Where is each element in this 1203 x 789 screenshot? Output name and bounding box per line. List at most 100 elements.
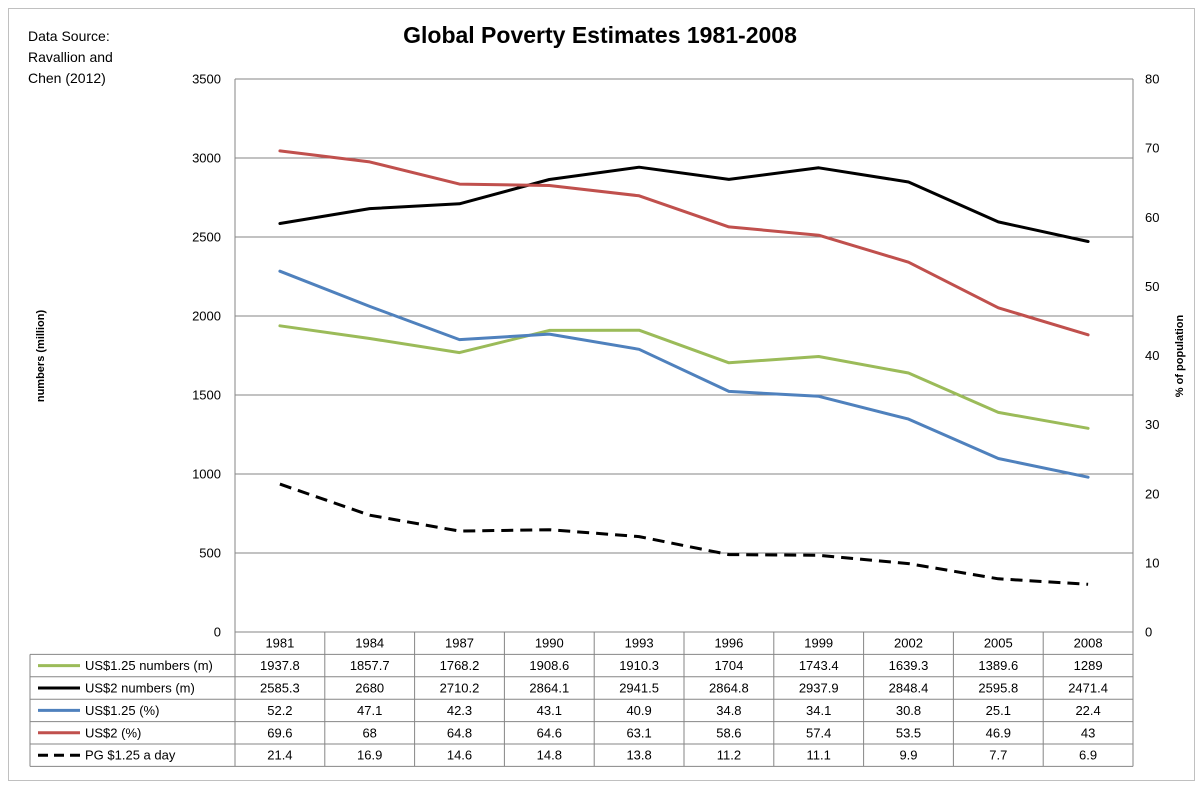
table-cell-value: 22.4 [1075, 703, 1100, 718]
chart-frame [8, 8, 1195, 781]
series-line [278, 324, 1090, 430]
table-cell-value: 30.8 [896, 703, 921, 718]
table-cell-value: 1389.6 [978, 658, 1018, 673]
table-cell-value: 2710.2 [440, 681, 480, 696]
data-source-note: Data Source: Ravallion and Chen (2012) [28, 26, 113, 89]
table-cell-value: 42.3 [447, 703, 472, 718]
table-cell-value: 1639.3 [889, 658, 929, 673]
y-right-tick-label: 20 [1145, 486, 1159, 501]
table-cell-value: 13.8 [626, 748, 651, 763]
series-line [278, 269, 1090, 479]
y-right-axis-title: % of population [1174, 314, 1186, 397]
table-cell-value: 2471.4 [1068, 681, 1108, 696]
gridlines [235, 78, 1133, 554]
x-category-label: 1981 [265, 636, 294, 651]
series-lines [278, 149, 1090, 586]
y-right-tick-label: 60 [1145, 210, 1159, 225]
x-category-label: 1990 [535, 636, 564, 651]
series-name: US$2 (%) [85, 725, 141, 740]
table-cell-value: 1289 [1074, 658, 1103, 673]
x-category-label: 1987 [445, 636, 474, 651]
table-cell-value: 64.6 [537, 725, 562, 740]
table-cell-value: 34.8 [716, 703, 741, 718]
y-left-tick-label: 3000 [192, 151, 221, 166]
table-cell-value: 2937.9 [799, 681, 839, 696]
table-cell-value: 43 [1081, 725, 1095, 740]
table-cell-value: 1937.8 [260, 658, 300, 673]
table-cell-value: 7.7 [989, 748, 1007, 763]
series-name: US$1.25 numbers (m) [85, 658, 213, 673]
y-right-tick-label: 0 [1145, 625, 1152, 640]
x-category-label: 2008 [1074, 636, 1103, 651]
x-category-label: 2002 [894, 636, 923, 651]
data-source-line: Ravallion and [28, 49, 113, 65]
series-name: PG $1.25 a day [85, 748, 176, 763]
table-cell-value: 1768.2 [440, 658, 480, 673]
y-left-tick-label: 0 [214, 625, 221, 640]
table-cell-value: 34.1 [806, 703, 831, 718]
table-cell-value: 1857.7 [350, 658, 390, 673]
table-cell-value: 2680 [355, 681, 384, 696]
y-right-tick-label: 40 [1145, 348, 1159, 363]
y-left-tick-label: 2000 [192, 309, 221, 324]
x-category-label: 1999 [804, 636, 833, 651]
table-cell-value: 2941.5 [619, 681, 659, 696]
table-cell-value: 16.9 [357, 748, 382, 763]
table-cell-value: 2595.8 [978, 681, 1018, 696]
table-cell-value: 2864.8 [709, 681, 749, 696]
x-category-label: 1984 [355, 636, 384, 651]
y-left-tick-label: 2500 [192, 230, 221, 245]
table-cell-value: 68 [362, 725, 376, 740]
series-line [278, 165, 1090, 243]
table-cell-value: 52.2 [267, 703, 292, 718]
data-source-line: Data Source: [28, 28, 110, 44]
table-cell-value: 40.9 [626, 703, 651, 718]
chart-title: Global Poverty Estimates 1981-2008 [403, 22, 797, 48]
table-cell-value: 63.1 [626, 725, 651, 740]
table-cell-value: 14.8 [537, 748, 562, 763]
table-cell-value: 53.5 [896, 725, 921, 740]
table-cell-value: 46.9 [986, 725, 1011, 740]
y-left-tick-label: 500 [199, 546, 221, 561]
y-right-tick-label: 10 [1145, 555, 1159, 570]
y-right-tick-label: 80 [1145, 72, 1159, 87]
y-right-tick-label: 30 [1145, 417, 1159, 432]
table-cell-value: 25.1 [986, 703, 1011, 718]
table-cell-value: 58.6 [716, 725, 741, 740]
table-cell-value: 11.2 [717, 748, 741, 763]
table-cell-value: 2585.3 [260, 681, 300, 696]
table-cell-value: 64.8 [447, 725, 472, 740]
table-cell-value: 1704 [714, 658, 743, 673]
table-cell-value: 1743.4 [799, 658, 839, 673]
series-name: US$1.25 (%) [85, 703, 159, 718]
y-left-tick-label: 3500 [192, 72, 221, 87]
y-right-tick-label: 50 [1145, 279, 1159, 294]
series-line [279, 482, 1089, 586]
y-left-tick-label: 1500 [192, 388, 221, 403]
table-cell-value: 69.6 [267, 725, 292, 740]
table-cell-value: 14.6 [447, 748, 472, 763]
table-cell-value: 2848.4 [889, 681, 929, 696]
table-cell-value: 57.4 [806, 725, 831, 740]
table-cell-value: 1910.3 [619, 658, 659, 673]
x-category-label: 1996 [714, 636, 743, 651]
table-cell-value: 6.9 [1079, 748, 1097, 763]
x-category-label: 2005 [984, 636, 1013, 651]
table-cell-value: 1908.6 [529, 658, 569, 673]
table-cell-value: 11.1 [807, 748, 831, 763]
table-cell-value: 47.1 [357, 703, 382, 718]
series-name: US$2 numbers (m) [85, 681, 195, 696]
table-cell-value: 2864.1 [529, 681, 569, 696]
data-source-line: Chen (2012) [28, 70, 106, 86]
table-cell-value: 9.9 [899, 748, 917, 763]
table-cell-value: 21.4 [267, 748, 292, 763]
y-left-tick-label: 1000 [192, 467, 221, 482]
data-table: 1981 1984 1987 1990 1993 1996 1999 2002 2005 2008… [29, 631, 1134, 767]
y-right-tick-label: 70 [1145, 141, 1159, 156]
y-left-axis-title: numbers (million) [35, 310, 47, 403]
axes: 0 500 1000 1500 2000 2500 3000 3500 0 10 20 30 40 50 6… [35, 72, 1186, 640]
series-line [278, 149, 1090, 337]
x-category-label: 1993 [625, 636, 654, 651]
table-cell-value: 43.1 [537, 703, 562, 718]
